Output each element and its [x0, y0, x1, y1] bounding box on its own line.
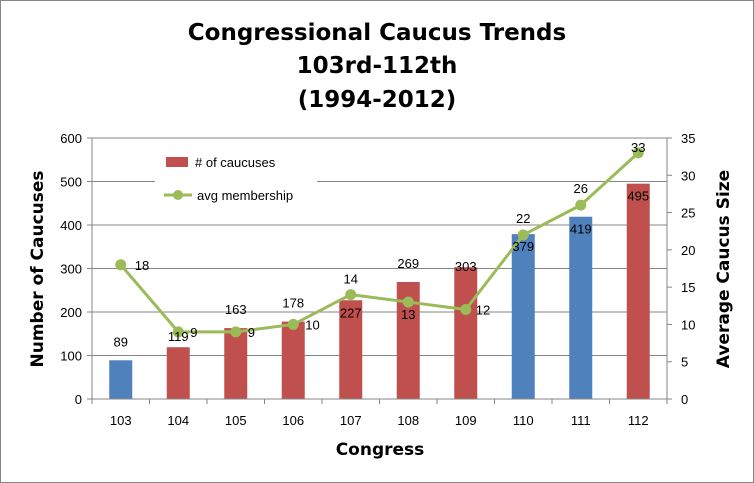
- y2-tick-label: 10: [681, 317, 695, 332]
- line-data-label: 12: [476, 303, 490, 318]
- x-axis-title: Congress: [336, 440, 425, 460]
- y2-tick-label: 15: [681, 280, 695, 295]
- legend-bar-swatch: [166, 157, 188, 167]
- y2-tick-label: 25: [681, 206, 695, 221]
- bar: [396, 281, 420, 399]
- x-tick-label: 111: [571, 413, 591, 428]
- line-data-label: 33: [631, 140, 645, 155]
- x-tick-label: 112: [628, 413, 649, 428]
- line-point: [345, 289, 357, 301]
- legend-label-caucuses: # of caucuses: [195, 155, 276, 170]
- bar-data-label: 303: [455, 259, 477, 274]
- bar: [454, 267, 478, 399]
- line-data-label: 9: [190, 325, 197, 340]
- x-tick-label: 104: [167, 413, 189, 428]
- x-tick-label: 106: [282, 413, 304, 428]
- bar: [339, 300, 363, 399]
- y2-tick-label: 30: [681, 168, 695, 183]
- line-point: [172, 326, 184, 338]
- bar: [281, 321, 305, 399]
- line-data-label: 10: [305, 317, 319, 332]
- y-tick-label: 200: [60, 305, 82, 320]
- x-tick-label: 108: [397, 413, 419, 428]
- line-data-label: 26: [574, 181, 588, 196]
- line-series-avg-membership: [119, 151, 640, 334]
- x-tick-label: 107: [340, 413, 362, 428]
- line-point: [517, 229, 529, 241]
- y-tick-label: 400: [60, 218, 82, 233]
- y2-axis-title: Average Caucus Size: [714, 170, 734, 368]
- bar-data-label: 227: [340, 305, 362, 320]
- line-point: [115, 259, 127, 271]
- bar-data-label: 119: [168, 329, 189, 344]
- bar-data-label: 419: [570, 222, 592, 237]
- y2-tick-label: 35: [681, 131, 695, 146]
- y-tick-label: 100: [60, 349, 82, 364]
- bar: [166, 347, 190, 399]
- x-tick-label: 110: [513, 413, 534, 428]
- legend-box: [155, 145, 317, 215]
- chart-title-line-3: (1994-2012): [298, 87, 457, 113]
- bar-data-label: 163: [225, 302, 247, 317]
- line-data-label: 13: [401, 307, 415, 322]
- bar: [511, 234, 535, 399]
- y2-tick-label: 5: [681, 355, 688, 370]
- y2-tick-label: 20: [681, 243, 695, 258]
- line-point: [287, 318, 299, 330]
- legend: # of caucuses avg membership: [155, 145, 317, 215]
- bar-data-label: 178: [282, 296, 304, 311]
- bar-data-label: 379: [512, 239, 534, 254]
- legend-marker-swatch: [173, 190, 183, 200]
- line-data-label: 14: [344, 272, 358, 287]
- bar-data-label: 89: [114, 334, 128, 349]
- line-data-label: 9: [248, 325, 255, 340]
- bar: [626, 183, 650, 399]
- y-tick-label: 300: [60, 262, 82, 277]
- line-point: [575, 199, 587, 211]
- y2-tick-label: 0: [681, 392, 688, 407]
- bar: [109, 360, 133, 399]
- line-point: [460, 304, 472, 316]
- line-point: [632, 147, 644, 159]
- bar-data-label: 269: [397, 256, 419, 271]
- bar: [224, 328, 248, 399]
- x-tick-label: 103: [110, 413, 132, 428]
- line-data-label: 22: [516, 211, 530, 226]
- y-tick-label: 0: [75, 392, 82, 407]
- y-axis-title: Number of Caucuses: [28, 170, 48, 367]
- x-tick-label: 105: [225, 413, 247, 428]
- chart-title-line-2: 103rd-112th: [297, 53, 458, 79]
- line-data-label: 18: [135, 258, 149, 273]
- y-tick-label: 500: [60, 175, 82, 190]
- bar: [569, 216, 593, 399]
- legend-label-membership: avg membership: [197, 188, 293, 203]
- x-tick-label: 109: [455, 413, 477, 428]
- y-tick-label: 600: [60, 131, 82, 146]
- chart-title-line-1: Congressional Caucus Trends: [188, 20, 566, 46]
- line-point: [402, 296, 414, 308]
- bar-data-label: 495: [627, 189, 649, 204]
- line-point: [230, 326, 242, 338]
